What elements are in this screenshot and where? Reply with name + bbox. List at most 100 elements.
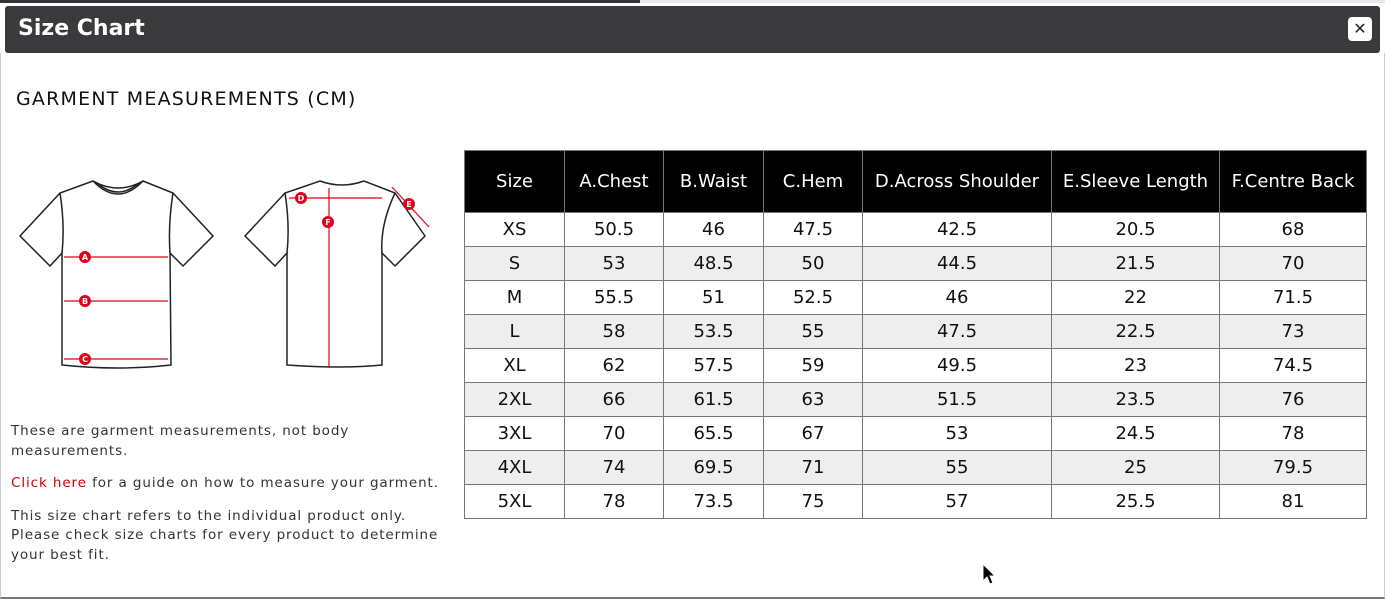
label-b: B: [82, 297, 88, 306]
table-cell: 73: [1219, 314, 1367, 349]
table-cell: 79.5: [1219, 450, 1367, 485]
table-cell: 74: [564, 450, 664, 485]
table-cell: 4XL: [464, 450, 565, 485]
marker-d: [295, 192, 307, 204]
table-cell: 57: [862, 484, 1052, 519]
tshirt-diagram: A B C D E F: [18, 180, 430, 369]
table-cell: 46: [663, 212, 764, 247]
dialog-title: Size Chart: [18, 16, 145, 41]
table-cell: 23.5: [1051, 382, 1220, 417]
label-e: E: [406, 200, 411, 209]
table-cell: 71.5: [1219, 280, 1367, 315]
table-cell: 57.5: [663, 348, 764, 383]
label-a: A: [82, 253, 89, 262]
table-row: 2XL 66 61.5 63 51.5 23.5 76: [464, 382, 1367, 417]
table-cell: 55: [763, 314, 863, 349]
table-cell: 74.5: [1219, 348, 1367, 383]
table-cell: 71: [763, 450, 863, 485]
table-row: XL 62 57.5 59 49.5 23 74.5: [464, 348, 1367, 383]
note-guide: Click here for a guide on how to measure…: [11, 474, 441, 494]
table-cell: 3XL: [464, 416, 565, 451]
table-row: 3XL 70 65.5 67 53 24.5 78: [464, 416, 1367, 451]
marker-b: [79, 295, 91, 307]
table-cell: 70: [1219, 246, 1367, 281]
column-header: F.Centre Back: [1219, 150, 1367, 213]
marker-c: [79, 353, 91, 365]
table-cell: 51: [663, 280, 764, 315]
page-heading: GARMENT MEASUREMENTS (CM): [16, 88, 357, 110]
label-d: D: [298, 194, 305, 203]
column-header: D.Across Shoulder: [862, 150, 1052, 213]
table-cell: S: [464, 246, 565, 281]
column-header: E.Sleeve Length: [1051, 150, 1220, 213]
mouse-cursor-icon: [982, 563, 997, 585]
dialog-titlebar: Size Chart ✕: [5, 6, 1380, 53]
table-cell: 24.5: [1051, 416, 1220, 451]
table-cell: 48.5: [663, 246, 764, 281]
table-cell: L: [464, 314, 565, 349]
column-header: A.Chest: [564, 150, 664, 213]
table-cell: 21.5: [1051, 246, 1220, 281]
table-cell: 25: [1051, 450, 1220, 485]
table-cell: 20.5: [1051, 212, 1220, 247]
table-cell: 23: [1051, 348, 1220, 383]
table-cell: 46: [862, 280, 1052, 315]
table-row: S 53 48.5 50 44.5 21.5 70: [464, 246, 1367, 281]
marker-f: [322, 216, 334, 228]
front-tshirt: [18, 180, 215, 369]
table-cell: 78: [564, 484, 664, 519]
table-cell: 62: [564, 348, 664, 383]
column-header: B.Waist: [663, 150, 764, 213]
table-cell: 65.5: [663, 416, 764, 451]
table-cell: 68: [1219, 212, 1367, 247]
table-cell: 59: [763, 348, 863, 383]
guide-link[interactable]: Click here: [11, 475, 87, 491]
table-cell: 73.5: [663, 484, 764, 519]
table-cell: 52.5: [763, 280, 863, 315]
table-cell: 22: [1051, 280, 1220, 315]
table-cell: 47.5: [862, 314, 1052, 349]
table-header-row: Size A.Chest B.Waist C.Hem D.Across Shoulder…: [464, 150, 1367, 213]
table-cell: XL: [464, 348, 565, 383]
table-cell: 76: [1219, 382, 1367, 417]
table-cell: 58: [564, 314, 664, 349]
notes: These are garment measurements, not body…: [11, 422, 441, 578]
table-cell: 53: [564, 246, 664, 281]
table-cell: 69.5: [663, 450, 764, 485]
guide-text: for a guide on how to measure your garme…: [86, 475, 439, 491]
table-cell: 63: [763, 382, 863, 417]
table-row: M 55.5 51 52.5 46 22 71.5: [464, 280, 1367, 315]
back-tshirt: [243, 180, 426, 368]
table-cell: 50: [763, 246, 863, 281]
table-cell: 55: [862, 450, 1052, 485]
table-cell: 70: [564, 416, 664, 451]
table-cell: 66: [564, 382, 664, 417]
marker-a: [79, 251, 91, 263]
table-cell: 47.5: [763, 212, 863, 247]
table-row: 4XL 74 69.5 71 55 25 79.5: [464, 450, 1367, 485]
table-cell: M: [464, 280, 565, 315]
size-table: Size A.Chest B.Waist C.Hem D.Across Shoulder…: [464, 150, 1367, 519]
label-f: F: [325, 218, 330, 227]
note-garment: These are garment measurements, not body…: [11, 423, 350, 459]
table-row: 5XL 78 73.5 75 57 25.5 81: [464, 484, 1367, 519]
table-cell: 67: [763, 416, 863, 451]
table-cell: 44.5: [862, 246, 1052, 281]
table-cell: 42.5: [862, 212, 1052, 247]
marker-e: [403, 198, 415, 210]
table-cell: 49.5: [862, 348, 1052, 383]
close-icon: ✕: [1353, 19, 1367, 38]
column-header: Size: [464, 150, 565, 213]
table-row: XS 50.5 46 47.5 42.5 20.5 68: [464, 212, 1367, 247]
table-cell: 51.5: [862, 382, 1052, 417]
table-cell: 22.5: [1051, 314, 1220, 349]
table-cell: 78: [1219, 416, 1367, 451]
table-cell: 50.5: [564, 212, 664, 247]
close-button[interactable]: ✕: [1348, 17, 1372, 41]
table-cell: 53: [862, 416, 1052, 451]
label-c: C: [82, 355, 88, 364]
table-cell: 5XL: [464, 484, 565, 519]
table-cell: 61.5: [663, 382, 764, 417]
note-product: This size chart refers to the individual…: [11, 507, 439, 563]
column-header: C.Hem: [763, 150, 863, 213]
